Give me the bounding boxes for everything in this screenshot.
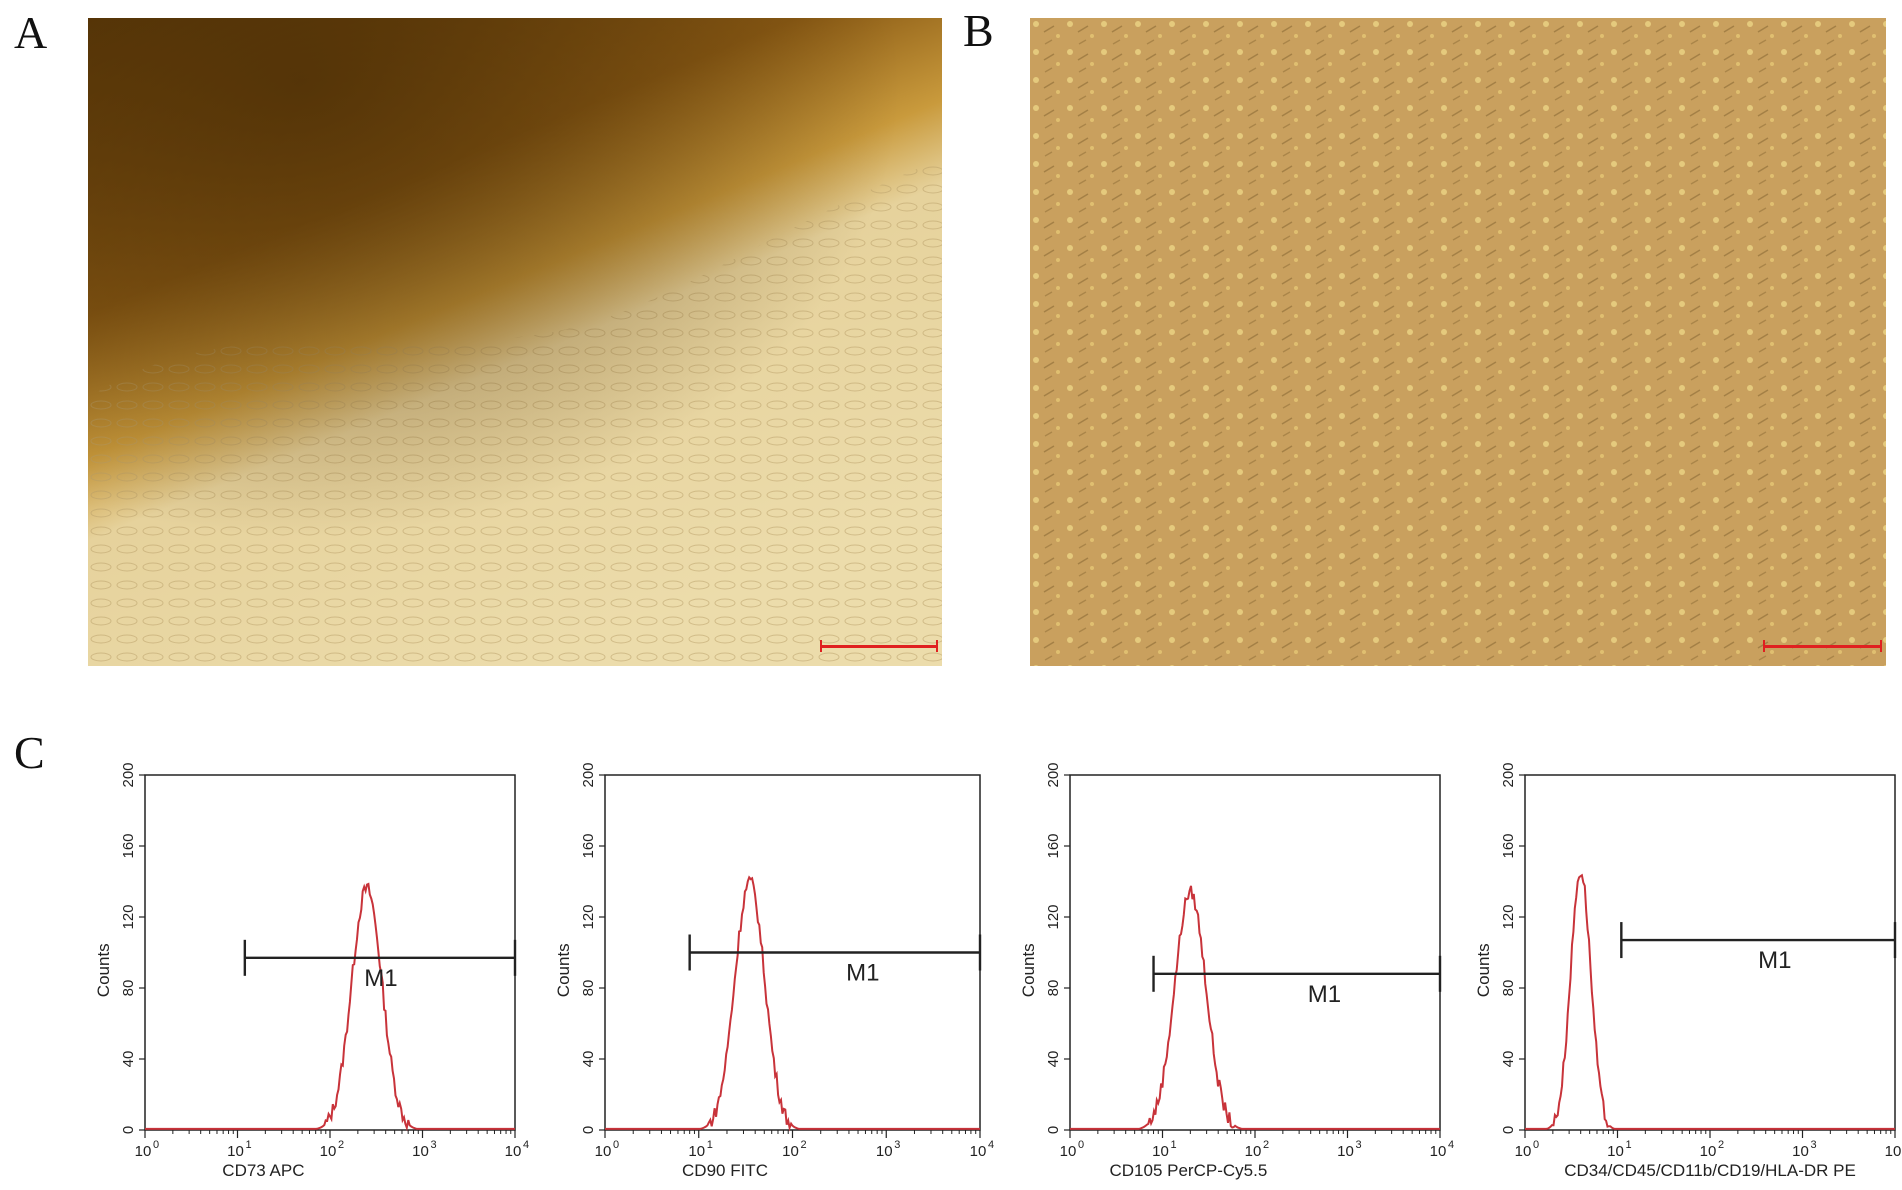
x-axis-label: CD34/CD45/CD11b/CD19/HLA-DR PE [1564, 1161, 1856, 1180]
y-tick-label: 120 [120, 904, 137, 929]
y-tick-label: 80 [1500, 980, 1517, 997]
x-tick-label: 10 [135, 1143, 152, 1160]
x-axis-label: CD105 PerCP-Cy5.5 [1110, 1161, 1268, 1180]
x-tick-label: 10 [1700, 1143, 1717, 1160]
x-tick-exponent: 2 [800, 1139, 806, 1151]
y-axis-label: Counts [554, 943, 573, 997]
y-tick-label: 200 [1500, 762, 1517, 787]
x-tick-label: 10 [970, 1143, 987, 1160]
x-tick-exponent: 4 [523, 1139, 529, 1151]
x-tick-label: 10 [688, 1143, 705, 1160]
plot-frame [1069, 774, 1441, 1131]
y-tick-label: 0 [580, 1126, 597, 1134]
x-tick-exponent: 1 [1170, 1139, 1176, 1151]
x-tick-exponent: 3 [1810, 1139, 1816, 1151]
x-tick-label: 10 [1607, 1143, 1624, 1160]
y-axis-label: Counts [94, 943, 113, 997]
scale-bar-b [1763, 645, 1882, 648]
y-tick-label: 160 [580, 833, 597, 858]
y-axis-label: Counts [1019, 943, 1038, 997]
x-tick-label: 10 [782, 1143, 799, 1160]
y-tick-label: 40 [120, 1051, 137, 1068]
y-tick-label: 80 [120, 980, 137, 997]
y-tick-label: 80 [580, 980, 597, 997]
x-tick-label: 10 [1885, 1143, 1902, 1160]
histogram-series [1070, 885, 1440, 1130]
x-tick-exponent: 3 [894, 1139, 900, 1151]
x-tick-exponent: 0 [1533, 1139, 1539, 1151]
x-tick-exponent: 2 [1263, 1139, 1269, 1151]
x-tick-exponent: 1 [245, 1139, 251, 1151]
x-tick-exponent: 1 [707, 1139, 713, 1151]
panel-label-c: C [14, 727, 45, 778]
micrograph-a [88, 18, 942, 666]
y-tick-label: 0 [1045, 1126, 1062, 1134]
x-axis-label: CD73 APC [222, 1161, 304, 1180]
gate-m1-label: M1 [1758, 947, 1791, 974]
y-tick-label: 120 [1045, 904, 1062, 929]
gate-m1-label: M1 [1308, 981, 1341, 1008]
y-axis-label: Counts [1474, 943, 1493, 997]
x-tick-exponent: 3 [1355, 1139, 1361, 1151]
y-tick-label: 160 [1500, 833, 1517, 858]
histogram-cd73: 0 40 80 120 160 200 Counts 10 0 10 1 10 2 10 3 10 4 CD73 … [75, 755, 529, 1185]
micrograph-b [1030, 18, 1886, 666]
x-tick-label: 10 [1337, 1143, 1354, 1160]
plot-frame [144, 774, 516, 1131]
x-tick-label: 10 [1792, 1143, 1809, 1160]
y-tick-label: 160 [1045, 833, 1062, 858]
x-tick-exponent: 1 [1625, 1139, 1631, 1151]
y-tick-label: 80 [1045, 980, 1062, 997]
gate-m1-label: M1 [364, 965, 397, 992]
x-tick-label: 10 [1245, 1143, 1262, 1160]
x-tick-exponent: 4 [988, 1139, 994, 1151]
y-tick-label: 40 [1500, 1051, 1517, 1068]
y-tick-label: 160 [120, 833, 137, 858]
y-tick-label: 200 [1045, 762, 1062, 787]
y-tick-label: 0 [1500, 1126, 1517, 1134]
y-tick-label: 40 [1045, 1051, 1062, 1068]
x-tick-label: 10 [505, 1143, 522, 1160]
x-tick-label: 10 [1152, 1143, 1169, 1160]
x-tick-label: 10 [320, 1143, 337, 1160]
x-tick-exponent: 4 [1448, 1139, 1454, 1151]
y-tick-label: 40 [580, 1051, 597, 1068]
histogram-series [1525, 873, 1895, 1130]
y-tick-label: 120 [580, 904, 597, 929]
scale-bar-a [820, 645, 938, 648]
histogram-cd90: 0 40 80 120 160 200 Counts 10 0 10 1 10 2 10 3 10 4 CD90 … [535, 755, 994, 1185]
y-tick-label: 0 [120, 1126, 137, 1134]
x-tick-label: 10 [227, 1143, 244, 1160]
panel-label-b: B [963, 5, 994, 56]
x-tick-label: 10 [1430, 1143, 1447, 1160]
plot-frame [1524, 774, 1896, 1131]
x-tick-exponent: 0 [1078, 1139, 1084, 1151]
y-tick-label: 200 [120, 762, 137, 787]
x-axis-label: CD90 FITC [682, 1161, 768, 1180]
x-tick-label: 10 [1060, 1143, 1077, 1160]
x-tick-exponent: 3 [430, 1139, 436, 1151]
x-tick-label: 10 [876, 1143, 893, 1160]
x-tick-label: 10 [1515, 1143, 1532, 1160]
y-tick-label: 120 [1500, 904, 1517, 929]
histogram-lineage-markers: 04080120160200Counts100101102103104CD34/… [1460, 755, 1902, 1185]
x-tick-exponent: 0 [153, 1139, 159, 1151]
histogram-series [145, 882, 515, 1132]
x-tick-label: 10 [412, 1143, 429, 1160]
x-tick-exponent: 0 [613, 1139, 619, 1151]
x-tick-exponent: 2 [338, 1139, 344, 1151]
panel-label-a: A [14, 7, 48, 58]
x-tick-label: 10 [595, 1143, 612, 1160]
histogram-series [605, 875, 980, 1132]
x-tick-exponent: 2 [1718, 1139, 1724, 1151]
y-tick-label: 200 [580, 762, 597, 787]
gate-m1-label: M1 [846, 960, 879, 987]
histogram-cd105: 0 40 80 120 160 200 Counts 10 0 10 1 10 2 10 3 10 4 CD105… [1000, 755, 1454, 1185]
